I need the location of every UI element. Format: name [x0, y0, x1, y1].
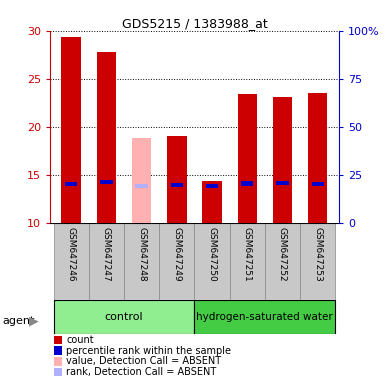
Bar [203, 181, 222, 223]
Text: hydrogen-saturated water: hydrogen-saturated water [196, 312, 333, 322]
Bar [194, 223, 229, 300]
Bar [167, 136, 186, 223]
Bar [100, 180, 112, 184]
Text: ▶: ▶ [29, 314, 38, 327]
Text: rank, Detection Call = ABSENT: rank, Detection Call = ABSENT [66, 367, 216, 377]
Text: count: count [66, 335, 94, 345]
Bar [171, 183, 183, 187]
Bar [276, 180, 289, 185]
Bar [265, 223, 300, 300]
Text: GSM647248: GSM647248 [137, 227, 146, 281]
Text: GSM647246: GSM647246 [67, 227, 76, 281]
Text: GSM647251: GSM647251 [243, 227, 252, 281]
Bar [241, 181, 253, 186]
Bar [89, 223, 124, 300]
Bar [300, 223, 335, 300]
Bar [308, 93, 327, 223]
Text: agent: agent [2, 316, 34, 326]
Bar [54, 223, 89, 300]
Bar [194, 300, 335, 334]
Text: GSM647249: GSM647249 [172, 227, 181, 281]
Bar [238, 94, 257, 223]
Title: GDS5215 / 1383988_at: GDS5215 / 1383988_at [122, 17, 267, 30]
Text: GSM647247: GSM647247 [102, 227, 111, 281]
Bar [124, 223, 159, 300]
Bar [311, 182, 324, 186]
Text: value, Detection Call = ABSENT: value, Detection Call = ABSENT [66, 356, 221, 366]
Bar [54, 300, 194, 334]
Bar [97, 52, 116, 223]
Text: GSM647252: GSM647252 [278, 227, 287, 281]
Bar [62, 37, 81, 223]
Bar [206, 184, 218, 188]
Bar [132, 138, 151, 223]
Text: control: control [105, 312, 143, 322]
Text: percentile rank within the sample: percentile rank within the sample [66, 346, 231, 356]
Bar [159, 223, 194, 300]
Text: GSM647250: GSM647250 [208, 227, 216, 281]
Text: GSM647253: GSM647253 [313, 227, 322, 281]
Bar [229, 223, 265, 300]
Bar [273, 97, 292, 223]
Bar [136, 184, 148, 188]
Bar [65, 182, 77, 186]
